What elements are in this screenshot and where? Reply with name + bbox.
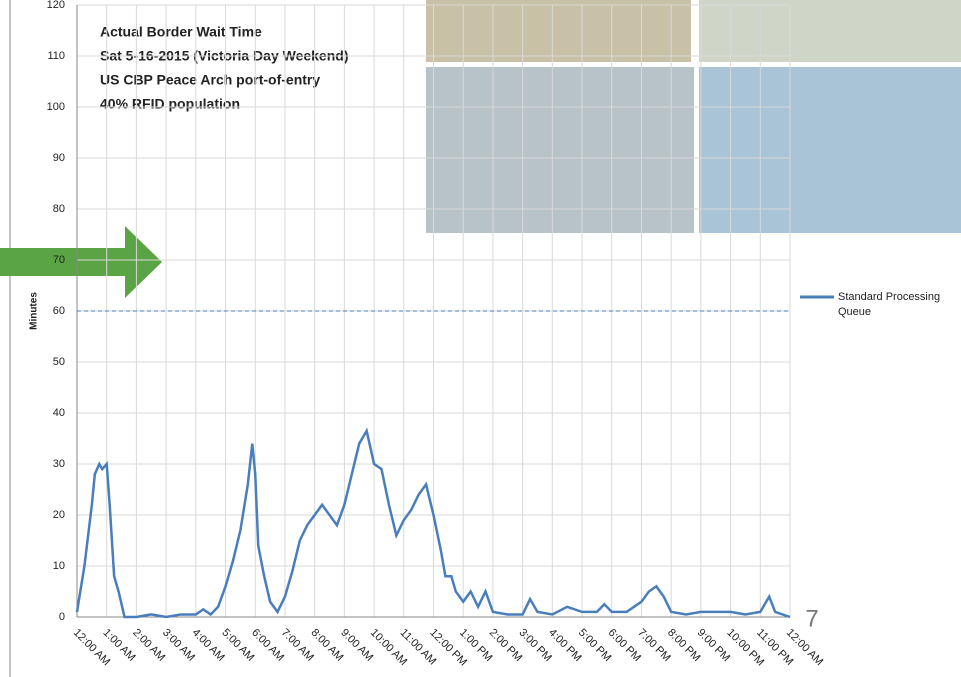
annotation: US CBP Peace Arch port-of-entry <box>100 72 320 88</box>
y-tick-label: 30 <box>53 458 65 470</box>
passport-card-image <box>426 67 694 233</box>
arrow <box>0 226 162 298</box>
id-card-image <box>699 0 961 62</box>
y-tick-label: 80 <box>53 203 65 215</box>
legend-label: Standard Processing Queue <box>838 291 940 318</box>
y-tick-label: 90 <box>53 152 65 164</box>
y-tick-label: 50 <box>53 356 65 368</box>
y-tick-label: 40 <box>53 407 65 419</box>
y-axis-label: Minutes <box>29 292 40 330</box>
y-tick-label: 0 <box>59 611 65 623</box>
y-tick-label: 70 <box>53 254 65 266</box>
line-series <box>75 427 791 619</box>
y-tick-label: 10 <box>53 560 65 572</box>
annotation: Actual Border Wait Time <box>100 24 262 40</box>
y-tick-label: 110 <box>47 50 65 62</box>
annotation: 40% RFID population <box>100 96 240 112</box>
y-tick-label: 100 <box>47 101 65 113</box>
page-number: 7 <box>805 605 818 632</box>
y-tick-label: 20 <box>53 509 65 521</box>
y-tick-label: 60 <box>53 305 65 317</box>
y-tick-label: 120 <box>47 0 65 11</box>
id-card-image <box>426 0 691 62</box>
nexus-card-image <box>699 67 961 233</box>
